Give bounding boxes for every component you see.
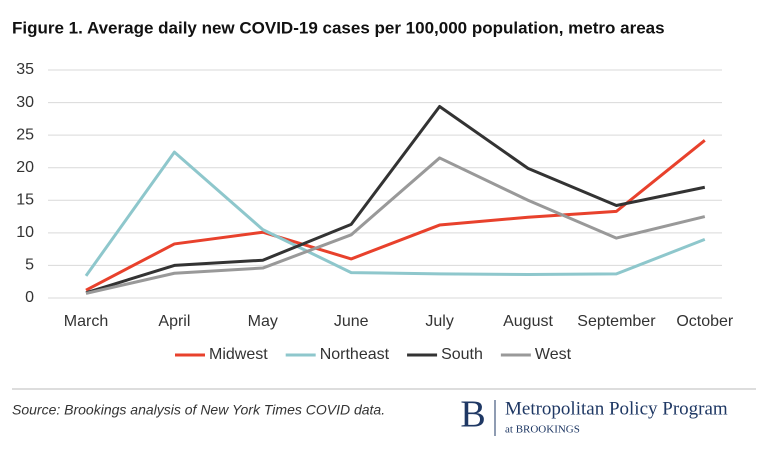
y-tick-label: 0: [25, 289, 34, 306]
y-tick-label: 5: [25, 257, 34, 274]
y-tick-label: 15: [16, 192, 34, 209]
legend-label: Midwest: [209, 346, 268, 363]
x-tick-label: July: [425, 313, 453, 330]
x-tick-label: October: [676, 313, 734, 330]
logo-sub: at BROOKINGS: [505, 424, 580, 436]
x-tick-label: August: [503, 313, 553, 330]
x-tick-label: June: [334, 313, 369, 330]
logo-name: Metropolitan Policy Program: [505, 398, 728, 419]
y-tick-label: 25: [16, 126, 34, 143]
chart-title: Figure 1. Average daily new COVID-19 cas…: [12, 18, 665, 37]
legend-label: South: [441, 346, 483, 363]
line-series: [85, 139, 706, 292]
y-tick-label: 30: [16, 94, 34, 111]
legend-label: Northeast: [320, 346, 390, 363]
line-series: [85, 104, 706, 295]
y-tick-label: 20: [16, 159, 34, 176]
source-note: Source: Brookings analysis of New York T…: [12, 402, 385, 418]
logo-letter: B: [460, 394, 485, 436]
y-tick-label: 10: [16, 224, 34, 241]
x-tick-label: September: [577, 313, 656, 330]
x-tick-label: March: [64, 313, 108, 330]
line-series: [85, 156, 706, 295]
x-tick-label: April: [158, 313, 190, 330]
line-series: [84, 150, 706, 277]
x-tick-label: May: [248, 313, 278, 330]
legend-label: West: [535, 346, 572, 363]
y-tick-label: 35: [16, 61, 34, 78]
